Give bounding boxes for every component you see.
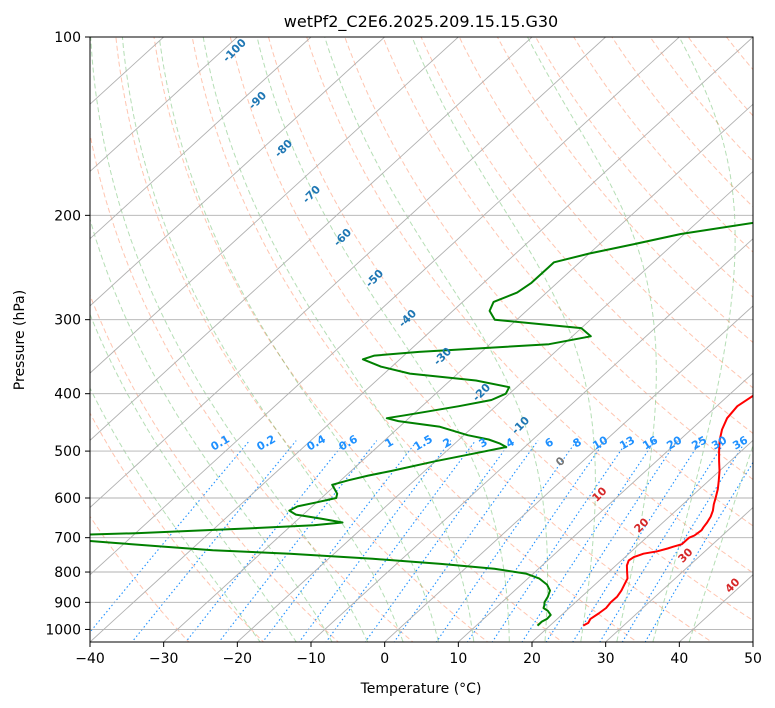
dry-adiabat-line xyxy=(267,37,753,622)
x-tick-label: −20 xyxy=(223,651,253,667)
y-tick-label: 1000 xyxy=(45,622,81,638)
isotherm-line xyxy=(90,37,753,642)
moist-adiabat-line xyxy=(652,37,736,642)
y-tick-label: 900 xyxy=(54,595,81,611)
isotherm-line xyxy=(90,37,386,307)
moist-adiabat-line xyxy=(527,37,657,642)
isotherm-line xyxy=(90,37,607,509)
dry-adiabat-line xyxy=(420,37,753,435)
moist-adiabat-line xyxy=(90,37,369,642)
moist-adiabat-line xyxy=(202,37,475,642)
dry-adiabat-line xyxy=(344,37,753,527)
chart-title: wetPf2_C2E6.2025.209.15.15.G30 xyxy=(284,12,558,32)
dry-adiabat-line xyxy=(496,37,753,344)
isotherm-line xyxy=(531,439,753,642)
mixing-ratio-line xyxy=(185,440,347,642)
moist-adiabat-line xyxy=(90,387,261,642)
mixing-ratio-line xyxy=(435,440,578,642)
isotherm-line xyxy=(90,37,681,576)
mixing-ratio-line xyxy=(599,440,727,642)
mixing-ratio-line xyxy=(90,440,251,633)
moist-adiabat-line xyxy=(324,37,549,642)
dry-adiabat-line xyxy=(90,131,414,642)
x-tick-label: 20 xyxy=(523,651,541,667)
y-tick-label: 700 xyxy=(54,531,81,547)
isotherm-line xyxy=(457,372,753,642)
moist-adiabat-line xyxy=(688,444,753,642)
x-tick-label: −40 xyxy=(75,651,105,667)
grid-lines xyxy=(90,37,753,642)
y-tick-label: 500 xyxy=(54,444,81,460)
mixing-ratio-line xyxy=(298,440,452,642)
isotherm-line xyxy=(90,37,533,441)
isotherm-line xyxy=(604,506,753,642)
isotherm-line xyxy=(90,37,312,240)
moist-adiabat-line xyxy=(90,313,297,642)
dewpoint-profile-line xyxy=(90,221,753,627)
dry-adiabat-line xyxy=(90,412,265,642)
x-tick-label: 0 xyxy=(380,651,389,667)
x-tick-label: 40 xyxy=(670,651,688,667)
temperature-profile-line xyxy=(582,394,753,627)
isotherm-line xyxy=(162,103,753,642)
x-tick-label: −10 xyxy=(296,651,326,667)
x-tick-label: −30 xyxy=(149,651,179,667)
x-axis: −40 −30 −20 −10 0 10 20 30 40 50 xyxy=(75,642,762,667)
isotherm-line xyxy=(90,37,460,374)
x-axis-label: Temperature (°C) xyxy=(360,681,482,697)
mixing-ratio-line xyxy=(393,440,539,642)
y-tick-label: 600 xyxy=(54,491,81,507)
moist-adiabat-line xyxy=(411,37,596,642)
mixing-ratio-line xyxy=(621,440,747,642)
isotherm-line xyxy=(310,238,753,642)
x-tick-label: 10 xyxy=(449,651,467,667)
dry-adiabat-line xyxy=(535,37,753,298)
y-tick-label: 300 xyxy=(54,313,81,329)
dry-adiabat-line xyxy=(191,37,638,642)
y-tick-label: 200 xyxy=(54,208,81,224)
mixing-ratio-line xyxy=(131,440,297,642)
y-axis: 100 200 300 400 500 600 700 800 900 1000 xyxy=(45,30,90,638)
mixing-ratio-line xyxy=(644,461,753,642)
dry-adiabat-line xyxy=(115,37,489,642)
mixing-ratio-line xyxy=(491,440,629,642)
x-tick-label: 50 xyxy=(744,651,762,667)
y-tick-label: 800 xyxy=(54,565,81,581)
y-tick-label: 100 xyxy=(54,30,81,46)
y-tick-label: 400 xyxy=(54,387,81,403)
dry-adiabat-line xyxy=(229,37,713,642)
dry-adiabat-line xyxy=(90,515,190,642)
moist-adiabat-line xyxy=(121,37,404,642)
background-lines xyxy=(90,37,753,642)
isotherm-line xyxy=(90,37,239,173)
y-axis-label: Pressure (hPa) xyxy=(12,290,28,390)
mixing-ratio-line xyxy=(466,440,606,642)
mixing-ratio-line xyxy=(364,440,512,642)
isotherm-line xyxy=(383,305,753,642)
plot-frame xyxy=(89,36,754,643)
x-tick-label: 30 xyxy=(597,651,615,667)
profile-lines xyxy=(90,221,753,627)
moist-adiabat-line xyxy=(256,37,510,642)
isotherm-line xyxy=(236,170,753,642)
moist-adiabat-line xyxy=(158,37,440,642)
moist-adiabat-line xyxy=(90,217,333,642)
